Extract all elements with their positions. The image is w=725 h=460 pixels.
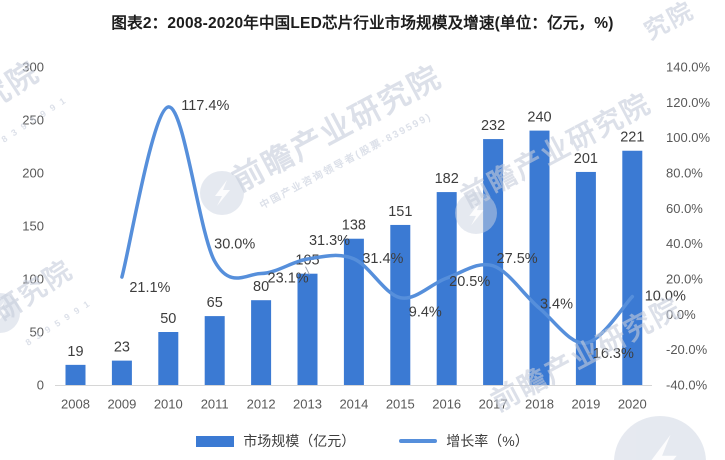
bar-value-label: 138 (342, 218, 366, 234)
right-axis-tick: 20.0% (666, 272, 703, 287)
x-axis-label: 2013 (293, 397, 322, 412)
bar-2020 (622, 150, 643, 385)
bar-2018 (529, 130, 550, 385)
right-axis-tick: 60.0% (666, 201, 703, 216)
legend-item-growth-rate: 增长率（%） (399, 431, 529, 451)
left-axis-tick: 50 (30, 325, 44, 340)
x-axis-label: 2009 (107, 397, 136, 412)
legend-label-market-size: 市场规模（亿元） (243, 433, 356, 449)
bar-value-label: 65 (207, 295, 223, 311)
chart-title: 图表2：2008-2020年中国LED芯片行业市场规模及增速(单位：亿元，%) (111, 15, 614, 32)
left-axis-tick: 100 (22, 272, 44, 287)
bar-2016 (436, 192, 457, 385)
bar-2014 (343, 238, 364, 385)
growth-point-label: 9.4% (409, 305, 442, 321)
x-axis-label: 2019 (571, 397, 600, 412)
growth-point-label: 10.0% (645, 289, 686, 305)
bar-value-label: 151 (388, 204, 412, 220)
right-axis-tick: 0.0% (666, 307, 696, 322)
right-axis-tick: 80.0% (666, 166, 703, 181)
x-axis-label: 2018 (525, 397, 554, 412)
bar-value-label: 23 (114, 340, 130, 356)
left-axis-tick: 0 (37, 378, 44, 393)
growth-rate-line (120, 105, 635, 345)
growth-point-label: -16.3% (588, 346, 634, 362)
label-leader-line (305, 266, 310, 275)
bar-value-label: 182 (435, 171, 459, 187)
growth-point-label: 3.4% (540, 296, 573, 312)
left-axis-tick: 150 (22, 219, 44, 234)
legend-bar-swatch-icon (196, 435, 235, 447)
chart-legend: 市场规模（亿元） 增长率（%） (0, 429, 725, 453)
right-axis-tick: -40.0% (666, 378, 708, 393)
legend-line-swatch-icon (399, 439, 438, 443)
legend-label-growth-rate: 增长率（%） (446, 433, 529, 449)
x-axis-label: 2011 (201, 397, 229, 412)
x-axis-label: 2014 (339, 397, 368, 412)
growth-point-label: 23.1% (268, 271, 309, 287)
growth-point-label: 31.4% (362, 251, 403, 267)
bar-value-label: 19 (67, 344, 83, 360)
right-axis-tick: -20.0% (666, 342, 708, 357)
bar-value-label: 240 (527, 110, 551, 126)
bar-2011 (204, 316, 225, 385)
bar-value-label: 232 (481, 118, 505, 134)
left-axis-tick: 250 (22, 113, 44, 128)
right-axis-tick: 100.0% (666, 130, 711, 145)
x-axis-label: 2017 (479, 397, 508, 412)
right-axis-tick: 40.0% (666, 236, 703, 251)
x-axis-label: 2008 (61, 397, 90, 412)
x-axis-label: 2012 (247, 397, 276, 412)
bar-2015 (390, 224, 411, 385)
growth-point-label: 117.4% (181, 98, 229, 114)
bar-2012 (251, 300, 272, 385)
bar-2008 (65, 364, 86, 385)
bar-2009 (111, 360, 132, 385)
x-axis-label: 2015 (386, 397, 415, 412)
x-axis-label: 2016 (432, 397, 461, 412)
bar-value-label: 80 (253, 279, 269, 295)
bar-value-label: 50 (160, 311, 176, 327)
growth-point-label: 31.3% (309, 233, 350, 249)
legend-item-market-size: 市场规模（亿元） (196, 431, 355, 451)
bar-2019 (575, 171, 596, 385)
bar-value-label: 221 (620, 130, 644, 146)
x-axis-label: 2010 (154, 397, 183, 412)
bar-value-label: 201 (574, 151, 598, 167)
left-axis-tick: 300 (22, 60, 44, 75)
right-axis-tick: 140.0% (666, 60, 711, 75)
growth-point-label: 27.5% (497, 251, 538, 267)
bar-2013 (297, 273, 318, 385)
left-axis-tick: 200 (22, 166, 44, 181)
bar-2010 (158, 332, 179, 385)
growth-point-label: 21.1% (129, 280, 170, 296)
x-axis-label: 2020 (618, 397, 647, 412)
growth-point-label: 20.5% (449, 274, 490, 290)
right-axis-tick: 120.0% (666, 95, 711, 110)
growth-point-label: 30.0% (214, 236, 255, 252)
